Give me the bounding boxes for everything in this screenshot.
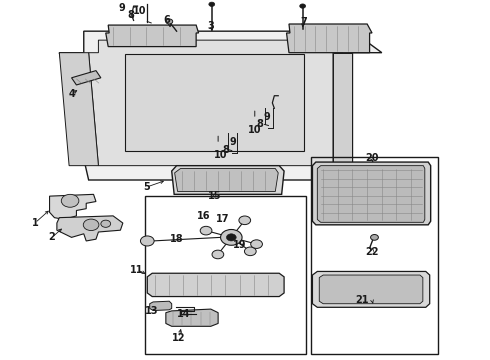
Text: 17: 17 bbox=[216, 215, 230, 224]
Polygon shape bbox=[166, 309, 218, 326]
Text: 18: 18 bbox=[170, 234, 183, 244]
Text: 4: 4 bbox=[68, 89, 75, 99]
Polygon shape bbox=[147, 273, 284, 297]
Circle shape bbox=[220, 229, 242, 245]
Circle shape bbox=[200, 226, 212, 235]
Circle shape bbox=[245, 247, 256, 256]
Text: 13: 13 bbox=[146, 306, 159, 316]
Polygon shape bbox=[174, 168, 278, 192]
Text: 14: 14 bbox=[177, 310, 191, 319]
Polygon shape bbox=[313, 271, 430, 307]
Circle shape bbox=[251, 240, 263, 248]
Polygon shape bbox=[287, 24, 372, 53]
Text: 20: 20 bbox=[365, 153, 379, 163]
Polygon shape bbox=[59, 53, 98, 166]
Text: 6: 6 bbox=[164, 15, 170, 26]
Bar bbox=[311, 157, 438, 354]
Text: 2: 2 bbox=[49, 232, 55, 242]
Text: 22: 22 bbox=[365, 247, 379, 257]
Text: 10: 10 bbox=[248, 125, 262, 135]
Circle shape bbox=[212, 250, 224, 259]
Polygon shape bbox=[59, 31, 382, 180]
Text: 1: 1 bbox=[31, 218, 38, 228]
Text: 7: 7 bbox=[300, 17, 307, 27]
Polygon shape bbox=[318, 166, 425, 222]
Circle shape bbox=[166, 19, 172, 24]
Circle shape bbox=[83, 219, 99, 230]
Circle shape bbox=[226, 234, 236, 241]
Text: 9: 9 bbox=[229, 138, 236, 147]
Polygon shape bbox=[89, 40, 343, 166]
Polygon shape bbox=[57, 216, 123, 241]
Text: 8: 8 bbox=[256, 120, 263, 129]
Circle shape bbox=[300, 4, 306, 8]
Text: 5: 5 bbox=[143, 182, 149, 192]
Polygon shape bbox=[172, 166, 284, 194]
Text: 11: 11 bbox=[130, 265, 143, 275]
Circle shape bbox=[209, 2, 215, 6]
Text: 9: 9 bbox=[264, 112, 270, 122]
Circle shape bbox=[239, 216, 250, 225]
Text: 10: 10 bbox=[214, 150, 227, 160]
Text: 10: 10 bbox=[133, 6, 147, 17]
Polygon shape bbox=[150, 301, 172, 311]
Text: 3: 3 bbox=[207, 21, 214, 31]
Text: 19: 19 bbox=[233, 239, 247, 249]
Text: 15: 15 bbox=[208, 191, 221, 201]
Circle shape bbox=[101, 220, 111, 227]
Text: 9: 9 bbox=[118, 3, 125, 13]
Circle shape bbox=[370, 234, 378, 240]
Bar bbox=[145, 196, 306, 354]
Circle shape bbox=[61, 194, 79, 207]
Polygon shape bbox=[125, 54, 304, 151]
Polygon shape bbox=[313, 162, 431, 225]
Polygon shape bbox=[106, 25, 198, 46]
Text: 21: 21 bbox=[356, 295, 369, 305]
Text: 12: 12 bbox=[172, 333, 186, 343]
Text: 16: 16 bbox=[196, 211, 210, 221]
Polygon shape bbox=[333, 53, 352, 166]
Text: 8: 8 bbox=[222, 144, 229, 154]
Circle shape bbox=[141, 236, 154, 246]
Polygon shape bbox=[319, 275, 423, 304]
Polygon shape bbox=[72, 71, 101, 85]
Polygon shape bbox=[49, 194, 96, 220]
Text: 8: 8 bbox=[128, 10, 135, 20]
